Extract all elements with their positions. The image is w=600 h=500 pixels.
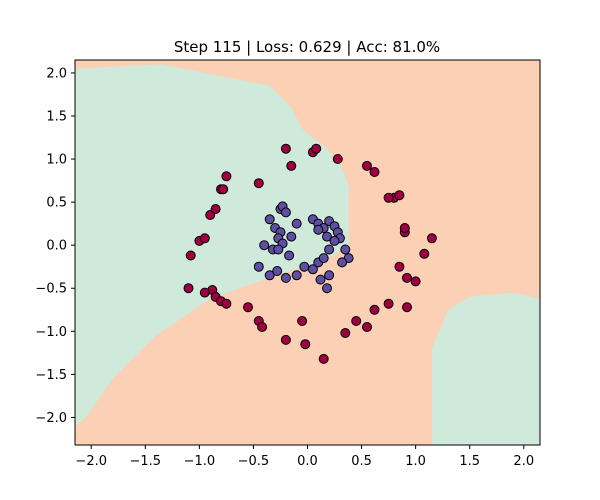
point-class-1 (395, 191, 404, 200)
x-axis: −2.0 −1.5 −1.0 −0.5 0.0 0.5 1.0 1.5 2.0 (75, 445, 534, 469)
point-class-0 (314, 225, 323, 234)
point-class-0 (292, 271, 301, 280)
y-axis: −2.0 −1.5 −1.0 −0.5 0.0 0.5 1.0 1.5 2.0 (35, 66, 75, 426)
point-class-1 (403, 303, 412, 312)
point-class-0 (281, 273, 290, 282)
point-class-1 (211, 205, 220, 214)
point-class-0 (274, 245, 283, 254)
point-class-1 (258, 323, 267, 332)
y-tick-label: −1.0 (35, 325, 67, 340)
y-tick-label: −1.5 (35, 368, 67, 383)
y-tick-label: −0.5 (35, 282, 67, 297)
point-class-0 (316, 275, 325, 284)
plot-area (75, 60, 540, 445)
point-class-1 (184, 284, 193, 293)
point-class-1 (301, 340, 310, 349)
x-tick-label: −2.0 (75, 454, 107, 469)
point-class-1 (222, 172, 231, 181)
x-tick-label: 1.5 (459, 454, 480, 469)
point-class-1 (319, 354, 328, 363)
point-class-0 (273, 267, 282, 276)
point-class-1 (333, 155, 342, 164)
point-class-1 (222, 299, 231, 308)
point-class-1 (384, 193, 393, 202)
point-class-1 (219, 185, 228, 194)
point-class-0 (323, 284, 332, 293)
point-class-1 (352, 317, 361, 326)
point-class-1 (200, 288, 209, 297)
point-class-1 (341, 329, 350, 338)
point-class-1 (403, 273, 412, 282)
point-class-0 (254, 262, 263, 271)
point-class-1 (281, 144, 290, 153)
point-class-1 (186, 251, 195, 260)
x-tick-label: 1.0 (405, 454, 426, 469)
point-class-1 (384, 299, 393, 308)
y-tick-label: 1.0 (46, 153, 67, 168)
point-class-1 (363, 323, 372, 332)
x-tick-label: 2.0 (513, 454, 534, 469)
x-tick-label: 0.0 (297, 454, 318, 469)
point-class-0 (319, 254, 328, 263)
point-class-0 (325, 271, 334, 280)
point-class-1 (395, 262, 404, 271)
point-class-1 (420, 249, 429, 258)
x-tick-label: −1.5 (130, 454, 162, 469)
point-class-0 (338, 258, 347, 267)
x-tick-label: −0.5 (238, 454, 270, 469)
point-class-1 (370, 168, 379, 177)
point-class-1 (200, 234, 209, 243)
point-class-1 (312, 144, 321, 153)
y-tick-label: 1.5 (46, 109, 67, 124)
y-tick-label: 0.5 (46, 196, 67, 211)
point-class-0 (260, 241, 269, 250)
point-class-1 (370, 305, 379, 314)
y-tick-label: 0.0 (46, 239, 67, 254)
point-class-0 (330, 236, 339, 245)
y-tick-label: 2.0 (46, 66, 67, 81)
point-class-0 (287, 232, 296, 241)
point-class-1 (287, 161, 296, 170)
y-tick-label: −2.0 (35, 411, 67, 426)
point-class-0 (325, 245, 334, 254)
x-tick-label: −1.0 (184, 454, 216, 469)
point-class-0 (265, 215, 274, 224)
point-class-0 (285, 251, 294, 260)
point-class-1 (411, 277, 420, 286)
decision-region-2 (432, 293, 540, 445)
point-class-1 (363, 161, 372, 170)
point-class-0 (341, 245, 350, 254)
point-class-1 (244, 303, 253, 312)
x-tick-label: 0.5 (351, 454, 372, 469)
point-class-1 (281, 335, 290, 344)
chart-title: Step 115 | Loss: 0.629 | Acc: 81.0% (174, 38, 440, 56)
point-class-1 (427, 234, 436, 243)
point-class-0 (300, 262, 309, 271)
point-class-1 (400, 224, 409, 233)
point-class-0 (281, 208, 290, 217)
point-class-0 (292, 219, 301, 228)
point-class-1 (254, 179, 263, 188)
point-class-1 (298, 317, 307, 326)
